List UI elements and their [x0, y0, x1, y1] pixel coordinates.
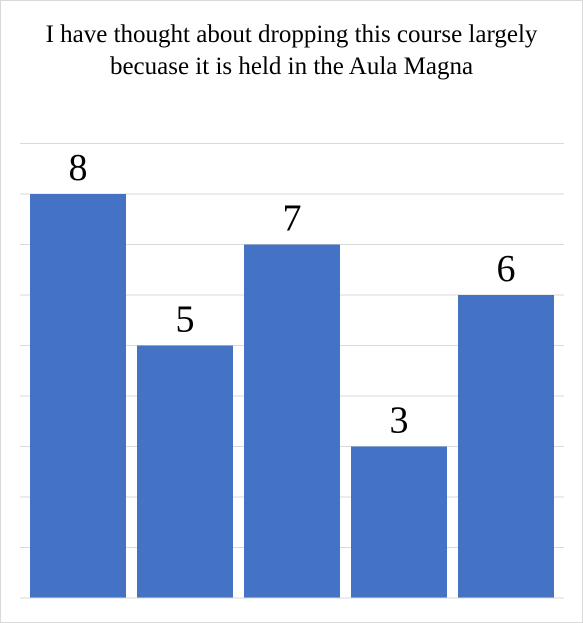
- bar-5: [458, 295, 554, 598]
- data-label-4: 3: [390, 400, 409, 442]
- bar-3: [244, 244, 340, 598]
- chart-title: I have thought about dropping this cours…: [45, 21, 538, 80]
- data-labels: 8 5 7 3 6: [69, 147, 516, 442]
- data-label-5: 6: [497, 248, 516, 290]
- data-label-1: 8: [69, 147, 88, 189]
- bar-2: [137, 345, 233, 598]
- bars: [30, 194, 554, 598]
- bar-1: [30, 194, 126, 598]
- data-label-2: 5: [176, 299, 195, 341]
- data-label-3: 7: [283, 198, 302, 240]
- bar-4: [351, 446, 447, 598]
